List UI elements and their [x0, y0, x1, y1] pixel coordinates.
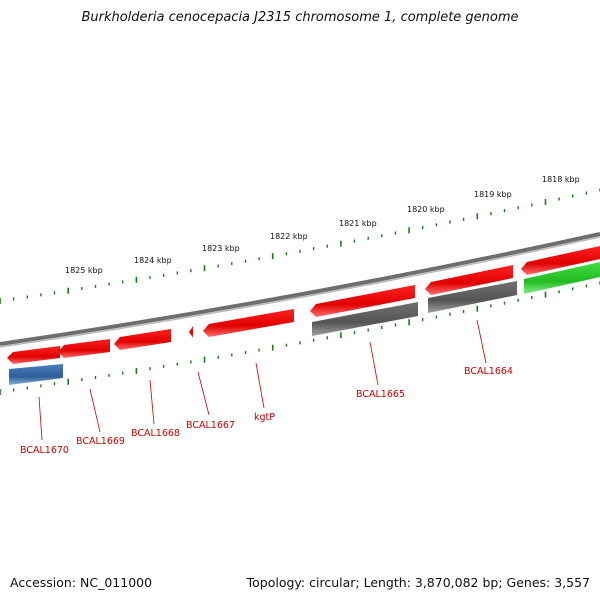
gene-bcal1670[interactable]: [7, 346, 60, 364]
lower-tick-row: [0, 281, 600, 395]
gene-bcal1664[interactable]: [425, 265, 513, 295]
label-leaders: [38, 319, 487, 441]
label-bcal1667: BCAL1667: [186, 420, 235, 431]
label-bcal1664: BCAL1664: [464, 366, 513, 377]
feature-blue[interactable]: [9, 364, 63, 385]
label-bcal1668: BCAL1668: [131, 428, 180, 439]
scale-labels: 1825 kbp 1824 kbp 1823 kbp 1822 kbp 1821…: [65, 175, 580, 275]
gene-bcal1665[interactable]: [310, 285, 415, 317]
gene-bcal1668[interactable]: [114, 329, 171, 350]
map-title: Burkholderia cenocepacia J2315 chromosom…: [81, 10, 519, 25]
scale-label-1822: 1822 kbp: [270, 232, 308, 241]
label-bcal1670: BCAL1670: [20, 445, 69, 456]
feature-green[interactable]: [524, 262, 600, 294]
scale-label-1823: 1823 kbp: [202, 244, 240, 253]
feature-gray-1[interactable]: [312, 302, 418, 336]
gene-red-right[interactable]: [521, 246, 600, 275]
label-bcal1665: BCAL1665: [356, 389, 405, 400]
forward-genes: [7, 246, 600, 364]
label-bcal1669: BCAL1669: [76, 436, 125, 447]
reverse-features: [9, 262, 600, 385]
label-kgtp: kgtP: [254, 412, 275, 423]
feature-gray-2[interactable]: [428, 281, 517, 313]
scale-label-1824: 1824 kbp: [134, 256, 172, 265]
gene-labels: BCAL1670 BCAL1669 BCAL1668 BCAL1667 kgtP…: [20, 366, 513, 456]
scale-label-1818: 1818 kbp: [542, 175, 580, 184]
scale-label-1825: 1825 kbp: [65, 266, 103, 275]
gene-bcal1669[interactable]: [58, 339, 110, 358]
accession-text: Accession: NC_011000: [10, 575, 153, 590]
genome-backbone: [0, 232, 600, 348]
summary-text: Topology: circular; Length: 3,870,082 bp…: [246, 575, 590, 590]
scale-label-1820: 1820 kbp: [407, 205, 445, 214]
scale-label-1821: 1821 kbp: [339, 219, 377, 228]
upper-tick-row: [0, 188, 600, 304]
scale-label-1819: 1819 kbp: [474, 190, 512, 199]
gene-kgtp[interactable]: [203, 309, 294, 337]
gene-bcal1667[interactable]: [189, 326, 193, 338]
